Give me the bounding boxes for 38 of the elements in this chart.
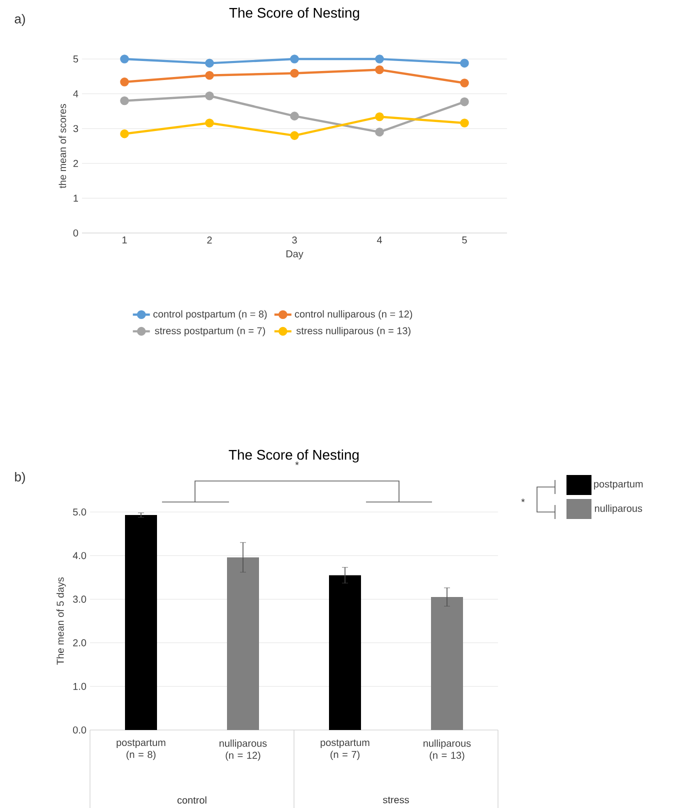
chart-title: The Score of Nesting xyxy=(228,450,359,463)
x-tick-label: 1 xyxy=(122,236,127,244)
text: a) xyxy=(14,14,25,26)
x-tick-label: nulliparous (n = 13) xyxy=(424,740,471,761)
text: b) xyxy=(15,472,25,484)
y-axis-title: The mean of 5 days xyxy=(56,577,66,665)
x-tick-label: 5 xyxy=(462,236,467,244)
y-tick-label: 1 xyxy=(74,194,78,202)
y-tick-label: 4.0 xyxy=(72,552,86,560)
legend-label: stress nulliparous (n = 13) xyxy=(296,326,410,336)
legend-label: nulliparous xyxy=(594,504,642,514)
y-tick-label: 5.0 xyxy=(73,508,86,516)
x-tick-label: 4 xyxy=(376,236,382,244)
legend-label: control postpartum (n = 8) xyxy=(153,310,267,320)
y-tick-label: 1.0 xyxy=(73,682,86,690)
y-tick-label: 2 xyxy=(73,160,78,167)
x-tick-label: postpartum (n = 7) xyxy=(320,740,370,760)
text: stress xyxy=(383,796,409,804)
legend-label: stress postpartum (n = 7) xyxy=(154,326,266,336)
text: control xyxy=(177,796,206,804)
x-tick-label: 2 xyxy=(207,236,212,244)
y-axis-title: the mean of scores xyxy=(58,104,66,188)
x-tick-label: postpartum (n = 8) xyxy=(116,740,166,760)
y-tick-label: 5 xyxy=(73,56,78,62)
y-tick-label: 3 xyxy=(73,125,78,132)
x-tick-label: nulliparous (n = 12) xyxy=(220,740,267,761)
y-tick-label: 3.0 xyxy=(73,596,86,603)
x-axis-title: Day xyxy=(286,250,304,260)
y-tick-label: 0.0 xyxy=(73,726,86,734)
y-tick-label: 4 xyxy=(73,90,78,98)
y-tick-label: 0 xyxy=(73,229,78,237)
legend-label: control nulliparous (n = 12) xyxy=(294,310,412,320)
x-tick-label: 3 xyxy=(292,236,297,244)
text: * xyxy=(521,498,525,502)
legend-label: postpartum xyxy=(594,480,643,490)
chart-title: The Score of Nesting xyxy=(229,8,360,21)
y-tick-label: 2.0 xyxy=(73,639,86,646)
text: * xyxy=(295,462,299,466)
